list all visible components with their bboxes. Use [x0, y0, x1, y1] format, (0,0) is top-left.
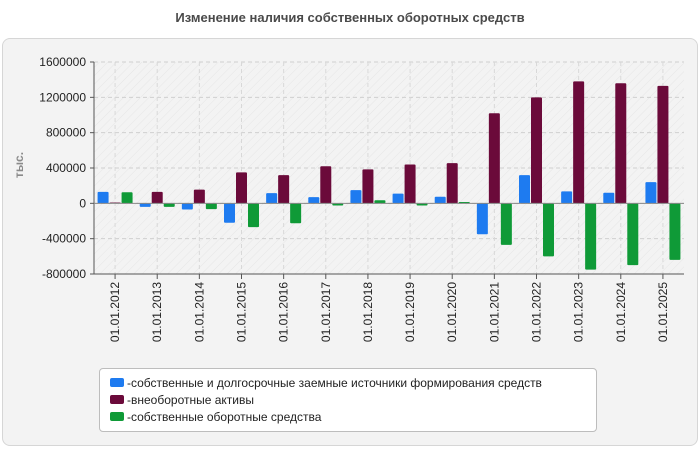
chart-title: Изменение наличия собственных оборотных … — [175, 10, 525, 25]
bar — [519, 175, 530, 204]
legend-swatch-series-2 — [110, 395, 124, 404]
bar — [404, 164, 416, 204]
bar — [531, 97, 542, 204]
bar — [248, 203, 259, 228]
x-tick-label: 01.01.2012 — [108, 282, 122, 342]
bar — [434, 196, 446, 204]
bar — [488, 113, 500, 204]
bar — [320, 166, 332, 204]
legend-item: - собственные оборотные средства — [110, 408, 586, 425]
bar — [205, 203, 217, 210]
legend-swatch-series-3 — [110, 412, 124, 421]
legend-swatch-series-1 — [110, 378, 124, 387]
x-tick-label: 01.01.2025 — [656, 282, 670, 342]
bar — [657, 85, 669, 204]
legend-item: - внеоборотные активы — [110, 391, 586, 408]
x-tick-labels: 01.01.2012 01.01.2013 01.01.2014 01.01.2015… — [108, 282, 670, 342]
bar — [151, 191, 163, 204]
bar — [603, 192, 615, 204]
y-tick-label: 1200000 — [39, 90, 86, 104]
bar — [362, 169, 374, 204]
x-tick-label: 01.01.2014 — [192, 282, 206, 342]
axes — [90, 61, 684, 279]
x-tick-label: 01.01.2022 — [530, 282, 544, 342]
bar — [193, 189, 205, 204]
bar — [290, 203, 302, 224]
bar — [615, 83, 627, 204]
x-tick-label: 01.01.2023 — [572, 282, 586, 342]
y-tick-label: -400000 — [42, 232, 86, 246]
y-tick-labels: 1600000 1200000 800000 400000 0 -400000 -80000… — [39, 55, 86, 281]
y-tick-label: 1600000 — [39, 55, 86, 69]
bar — [561, 191, 573, 204]
bar — [121, 192, 133, 204]
legend-label: собственные и долгосрочные заемные источ… — [131, 375, 542, 390]
y-tick-label: 400000 — [46, 161, 86, 175]
bar — [374, 200, 386, 204]
x-tick-label: 01.01.2018 — [361, 282, 375, 342]
bar — [278, 175, 290, 204]
bar — [669, 203, 681, 260]
bar — [181, 203, 193, 210]
bars — [97, 81, 681, 270]
bar — [645, 182, 657, 204]
y-tick-label: 0 — [79, 196, 86, 210]
bar — [224, 203, 235, 223]
bar — [573, 81, 585, 204]
x-tick-label: 01.01.2015 — [235, 282, 249, 342]
bar — [476, 203, 488, 235]
bar — [627, 203, 639, 266]
bar — [585, 203, 597, 270]
bar — [139, 203, 151, 207]
bar — [308, 197, 320, 204]
legend-label: внеоборотные активы — [131, 392, 254, 407]
y-axis-label: тыс. — [12, 152, 26, 178]
x-tick-label: 01.01.2019 — [403, 282, 417, 342]
bar — [236, 172, 247, 204]
legend: - собственные и долгосрочные заемные ист… — [99, 368, 597, 432]
x-tick-label: 01.01.2024 — [614, 282, 628, 342]
bar — [543, 203, 554, 257]
x-tick-label: 01.01.2017 — [319, 282, 333, 342]
bar — [163, 203, 175, 207]
x-tick-label: 01.01.2016 — [277, 282, 291, 342]
bar — [350, 190, 362, 204]
bar — [416, 203, 428, 206]
bar — [332, 203, 344, 206]
y-tick-label: 800000 — [46, 126, 86, 140]
bar — [97, 191, 109, 204]
legend-label: собственные оборотные средства — [131, 409, 322, 424]
x-tick-label: 01.01.2013 — [150, 282, 164, 342]
bar — [500, 203, 512, 245]
x-tick-label: 01.01.2021 — [487, 282, 501, 342]
bar — [266, 193, 278, 204]
legend-item: - собственные и долгосрочные заемные ист… — [110, 374, 586, 391]
bar — [446, 163, 458, 204]
x-tick-label: 01.01.2020 — [445, 282, 459, 342]
y-tick-label: -800000 — [42, 267, 86, 281]
bar — [392, 193, 404, 204]
